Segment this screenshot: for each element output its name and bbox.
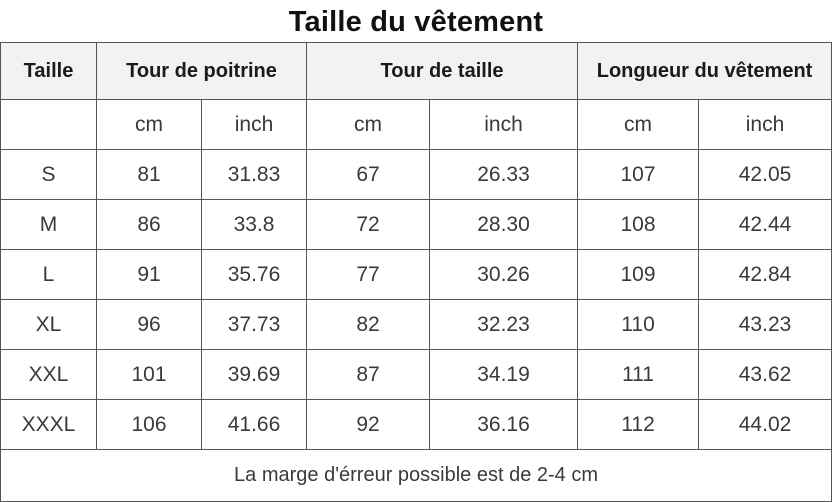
header-size: Taille [0, 42, 97, 100]
header-length: Longueur du vêtement [577, 42, 832, 100]
unit-length-cm: cm [577, 99, 700, 150]
length-inch-cell: 43.62 [698, 349, 832, 400]
waist-inch-cell: 28.30 [429, 199, 579, 250]
bust-inch-cell: 35.76 [200, 249, 308, 300]
waist-inch-cell: 36.16 [429, 399, 579, 450]
bust-cm-cell: 86 [96, 199, 202, 250]
unit-waist-inch: inch [429, 99, 579, 150]
length-cm-cell: 112 [577, 399, 700, 450]
size-cell: XXXL [0, 399, 97, 450]
waist-inch-cell: 34.19 [429, 349, 579, 400]
bust-inch-cell: 41.66 [200, 399, 308, 450]
table-row: S 81 31.83 67 26.33 107 42.05 [0, 149, 832, 200]
length-inch-cell: 42.84 [698, 249, 832, 300]
table-row: L 91 35.76 77 30.26 109 42.84 [0, 249, 832, 300]
waist-inch-cell: 26.33 [429, 149, 579, 200]
size-table-body: Taille Tour de poitrine Tour de taille L… [0, 42, 832, 502]
page-title: Taille du vêtement [288, 6, 544, 38]
footer-note: La marge d'érreur possible est de 2-4 cm [0, 449, 832, 502]
bust-cm-cell: 96 [96, 299, 202, 350]
bust-inch-cell: 33.8 [200, 199, 308, 250]
table-row: XL 96 37.73 82 32.23 110 43.23 [0, 299, 832, 350]
length-inch-cell: 42.05 [698, 149, 832, 200]
unit-waist-cm: cm [306, 99, 431, 150]
unit-bust-inch: inch [200, 99, 308, 150]
length-inch-cell: 42.44 [698, 199, 832, 250]
footer-row: La marge d'érreur possible est de 2-4 cm [0, 449, 832, 502]
length-inch-cell: 43.23 [698, 299, 832, 350]
length-cm-cell: 111 [577, 349, 700, 400]
waist-cm-cell: 77 [306, 249, 431, 300]
size-cell: L [0, 249, 97, 300]
size-cell: S [0, 149, 97, 200]
header-waist: Tour de taille [306, 42, 579, 100]
table-row: M 86 33.8 72 28.30 108 42.44 [0, 199, 832, 250]
header-bust: Tour de poitrine [95, 42, 308, 100]
unit-length-inch: inch [698, 99, 832, 150]
waist-inch-cell: 30.26 [429, 249, 579, 300]
table-row: XXL 101 39.69 87 34.19 111 43.62 [0, 349, 832, 400]
length-inch-cell: 44.02 [698, 399, 832, 450]
size-chart-table: Taille Tour de poitrine Tour de taille L… [0, 42, 832, 502]
waist-cm-cell: 92 [306, 399, 431, 450]
length-cm-cell: 110 [577, 299, 700, 350]
length-cm-cell: 109 [577, 249, 700, 300]
bust-inch-cell: 39.69 [200, 349, 308, 400]
bust-inch-cell: 31.83 [200, 149, 308, 200]
waist-cm-cell: 87 [306, 349, 431, 400]
size-cell: M [0, 199, 97, 250]
bust-cm-cell: 106 [96, 399, 202, 450]
bust-inch-cell: 37.73 [200, 299, 308, 350]
bust-cm-cell: 81 [96, 149, 202, 200]
header-row: Taille Tour de poitrine Tour de taille L… [0, 42, 832, 100]
length-cm-cell: 107 [577, 149, 700, 200]
size-cell: XXL [0, 349, 97, 400]
size-cell: XL [0, 299, 97, 350]
unit-bust-cm: cm [96, 99, 202, 150]
waist-cm-cell: 72 [306, 199, 431, 250]
waist-cm-cell: 67 [306, 149, 431, 200]
bust-cm-cell: 101 [96, 349, 202, 400]
bust-cm-cell: 91 [96, 249, 202, 300]
length-cm-cell: 108 [577, 199, 700, 250]
table-row: XXXL 106 41.66 92 36.16 112 44.02 [0, 399, 832, 450]
waist-cm-cell: 82 [306, 299, 431, 350]
unit-row: cm inch cm inch cm inch [0, 99, 832, 150]
unit-empty-cell [0, 99, 97, 150]
waist-inch-cell: 32.23 [429, 299, 579, 350]
